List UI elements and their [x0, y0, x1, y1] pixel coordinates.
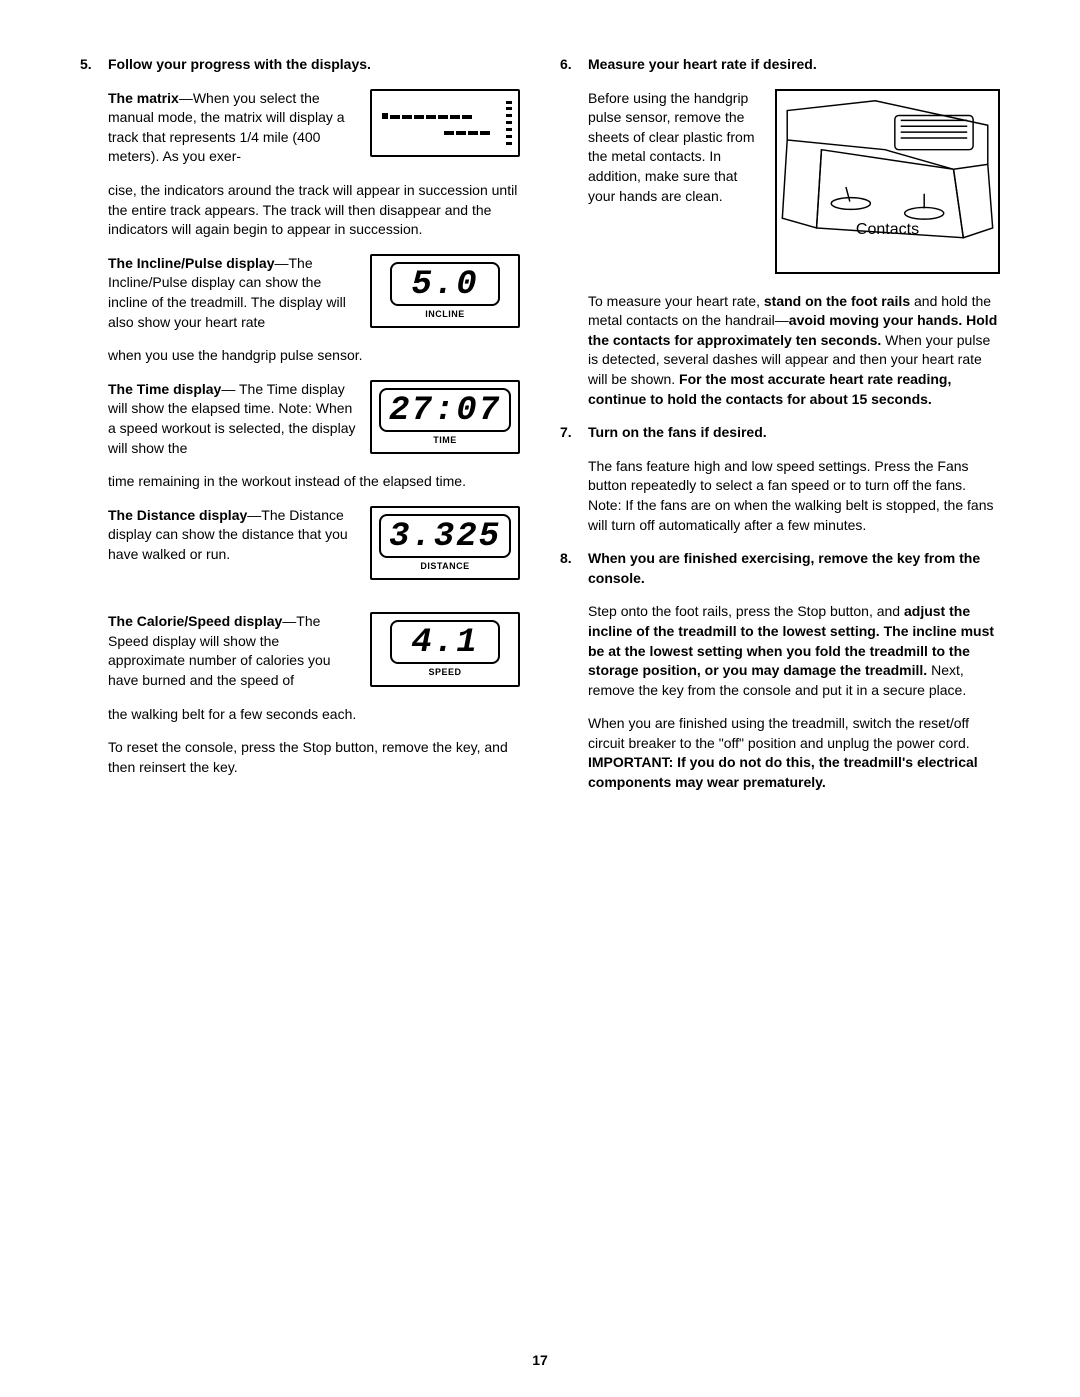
calorie-section: 4.1 SPEED The Calorie/Speed display—The … [108, 612, 520, 724]
distance-label: DISTANCE [378, 560, 512, 573]
step-8-number: 8. [560, 549, 588, 588]
time-display-illustration: 27:07 TIME [370, 380, 520, 455]
time-value: 27:07 [389, 394, 501, 428]
contacts-illustration: Contacts [775, 89, 1000, 274]
finish-p2-a: When you are finished using the treadmil… [588, 715, 970, 751]
contacts-caption: Contacts [777, 219, 998, 241]
step-6-number: 6. [560, 55, 588, 75]
time-section: 27:07 TIME The Time display— The Time di… [108, 380, 520, 492]
incline-label: INCLINE [378, 308, 512, 321]
two-column-layout: 5. Follow your progress with the display… [80, 55, 1000, 793]
step-8-header: 8. When you are finished exercising, rem… [560, 549, 1000, 588]
speed-display-illustration: 4.1 SPEED [370, 612, 520, 687]
calorie-lead: The Calorie/Speed display [108, 613, 282, 629]
finish-paragraph-1: Step onto the foot rails, press the Stop… [588, 602, 1000, 700]
step-7-header: 7. Turn on the fans if desired. [560, 423, 1000, 443]
fans-text: The fans feature high and low speed sett… [588, 457, 1000, 535]
incline-value: 5.0 [400, 268, 490, 302]
step-7-title: Turn on the fans if desired. [588, 423, 767, 443]
calorie-text-2: the walking belt for a few seconds each. [108, 705, 520, 725]
page-number: 17 [0, 1351, 1080, 1371]
left-column: 5. Follow your progress with the display… [80, 55, 520, 793]
right-column: 6. Measure your heart rate if desired. [560, 55, 1000, 793]
reset-section: To reset the console, press the Stop but… [108, 738, 520, 777]
step-8-title: When you are finished exercising, remove… [588, 549, 1000, 588]
hr-p2-a: To measure your heart rate, [588, 293, 764, 309]
finish-p1-a: Step onto the foot rails, press the Stop… [588, 603, 904, 619]
time-label: TIME [378, 434, 512, 447]
matrix-lead: The matrix [108, 90, 179, 106]
time-lead: The Time display [108, 381, 221, 397]
finish-paragraph-2: When you are finished using the treadmil… [588, 714, 1000, 792]
incline-lead: The Incline/Pulse display [108, 255, 275, 271]
time-text-2: time remaining in the workout instead of… [108, 472, 520, 492]
incline-section: 5.0 INCLINE The Incline/Pulse display—Th… [108, 254, 520, 366]
hr-paragraph-2: To measure your heart rate, stand on the… [588, 292, 1000, 410]
finish-section: Step onto the foot rails, press the Stop… [588, 602, 1000, 792]
step-5-header: 5. Follow your progress with the display… [80, 55, 520, 75]
distance-value: 3.325 [389, 520, 501, 554]
step-6-header: 6. Measure your heart rate if desired. [560, 55, 1000, 75]
step-6-title: Measure your heart rate if desired. [588, 55, 817, 75]
matrix-text-2: cise, the indicators around the track wi… [108, 181, 520, 240]
step-5-number: 5. [80, 55, 108, 75]
speed-value: 4.1 [400, 626, 490, 660]
heart-rate-section: Contacts Before using the handgrip pulse… [588, 89, 1000, 410]
treadmill-console-icon [777, 91, 998, 272]
incline-text-2: when you use the handgrip pulse sensor. [108, 346, 520, 366]
matrix-section: The matrix—When you select the manual mo… [108, 89, 520, 240]
speed-label: SPEED [378, 666, 512, 679]
distance-lead: The Distance display [108, 507, 247, 523]
step-7-number: 7. [560, 423, 588, 443]
fans-section: The fans feature high and low speed sett… [588, 457, 1000, 535]
hr-p2-b: stand on the foot rails [764, 293, 910, 309]
distance-section: 3.325 DISTANCE The Distance display—The … [108, 506, 520, 585]
reset-text: To reset the console, press the Stop but… [108, 738, 520, 777]
incline-display-illustration: 5.0 INCLINE [370, 254, 520, 329]
step-5-title: Follow your progress with the displays. [108, 55, 371, 75]
matrix-display-illustration [370, 89, 520, 157]
finish-p2-b: IMPORTANT: If you do not do this, the tr… [588, 754, 978, 790]
distance-display-illustration: 3.325 DISTANCE [370, 506, 520, 581]
